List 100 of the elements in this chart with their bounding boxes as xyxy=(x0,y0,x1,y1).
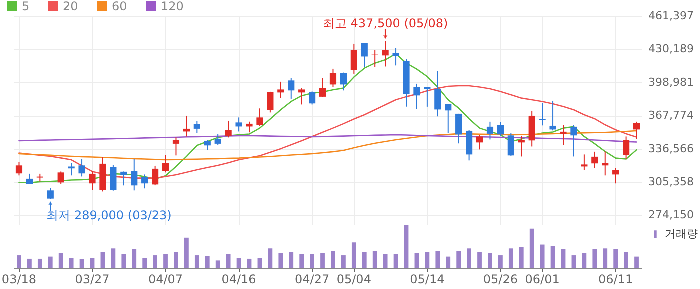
bar xyxy=(38,258,42,268)
candlestick xyxy=(330,68,337,88)
candlestick xyxy=(288,78,295,100)
bar xyxy=(236,258,242,268)
bar xyxy=(164,254,168,268)
bar xyxy=(414,253,420,268)
y-tick-label: 398,981 xyxy=(648,76,694,89)
bar xyxy=(508,248,514,268)
bar xyxy=(142,258,148,268)
bar xyxy=(572,256,576,268)
bar xyxy=(550,246,556,268)
bar xyxy=(352,242,356,268)
candlestick xyxy=(592,151,598,169)
bar xyxy=(519,247,524,268)
candlestick xyxy=(204,140,211,151)
bar xyxy=(184,238,189,268)
bar xyxy=(446,256,451,268)
bar xyxy=(310,254,314,268)
candlestick xyxy=(120,171,128,186)
candlestick xyxy=(340,72,347,92)
candlestick xyxy=(414,83,420,110)
bar xyxy=(478,252,482,268)
x-tick-label: 06/01 xyxy=(525,272,560,286)
candlestick xyxy=(424,86,431,108)
candlestick xyxy=(466,130,473,162)
bar xyxy=(467,248,472,268)
legend-label: 20 xyxy=(63,0,78,14)
candlestick xyxy=(131,158,138,192)
candlestick xyxy=(445,104,452,134)
bar xyxy=(132,250,137,268)
candlestick xyxy=(612,167,620,184)
candlestick xyxy=(172,137,180,156)
bar xyxy=(258,258,262,268)
candlestick xyxy=(508,132,514,156)
bar xyxy=(624,252,628,268)
x-tick-label: 05/14 xyxy=(410,272,445,286)
bar xyxy=(80,258,84,268)
bar xyxy=(362,252,367,268)
bar xyxy=(58,253,64,268)
y-tick-label: 305,358 xyxy=(648,175,694,188)
candlestick xyxy=(152,165,159,186)
bar xyxy=(603,248,608,268)
candlestick xyxy=(518,135,525,158)
legend-label: 거래량 xyxy=(665,228,698,240)
candlestick xyxy=(194,120,200,134)
candlestick xyxy=(68,162,75,176)
candlestick xyxy=(476,134,484,150)
bar xyxy=(592,250,598,268)
annotation: 최저 289,000 (03/23) xyxy=(46,208,172,222)
bar xyxy=(436,251,440,268)
candlestick xyxy=(434,70,442,118)
bar xyxy=(540,244,545,268)
annotation: 최고 437,500 (05/08) xyxy=(322,16,448,30)
candlestick xyxy=(298,88,306,106)
bar xyxy=(456,251,462,268)
candlestick xyxy=(16,162,23,176)
bar xyxy=(226,254,231,268)
y-tick-label: 367,774 xyxy=(648,109,694,122)
candlestick xyxy=(78,158,86,178)
candlestick xyxy=(26,173,33,185)
bar xyxy=(268,248,273,268)
bar xyxy=(582,253,587,268)
candlestick xyxy=(214,134,222,146)
candlestick xyxy=(581,154,588,171)
x-tick-label: 04/07 xyxy=(148,272,184,286)
bar xyxy=(205,256,210,268)
x-tick-label: 05/26 xyxy=(483,272,518,286)
y-tick-label: 274,150 xyxy=(648,208,694,222)
candlestick xyxy=(392,48,400,66)
candlestick xyxy=(550,100,556,132)
legend-label: 120 xyxy=(161,0,184,14)
bar xyxy=(69,258,74,268)
candlestick xyxy=(350,43,358,74)
candlestick xyxy=(47,188,54,200)
bar xyxy=(614,250,618,268)
y-tick-label: 430,189 xyxy=(648,42,694,56)
candlestick xyxy=(361,42,368,68)
bar xyxy=(216,260,220,268)
bar xyxy=(320,253,325,268)
bar xyxy=(17,256,22,268)
candlestick xyxy=(256,108,264,126)
candlestick xyxy=(58,171,64,185)
bar xyxy=(530,228,534,268)
bar xyxy=(300,254,304,268)
bar xyxy=(194,256,200,268)
candlestick xyxy=(497,122,504,136)
bar xyxy=(153,256,158,268)
x-tick-label: 04/16 xyxy=(222,272,256,286)
x-tick-label: 03/18 xyxy=(2,272,37,286)
bar xyxy=(342,256,346,268)
bar xyxy=(383,254,388,268)
bar xyxy=(372,251,378,268)
candlestick xyxy=(246,121,253,134)
bar xyxy=(174,252,178,268)
candlestick xyxy=(382,40,389,68)
x-tick-label: 05/04 xyxy=(336,272,372,286)
bar xyxy=(48,256,53,268)
candlestick xyxy=(236,117,242,132)
bar xyxy=(90,258,95,268)
candlestick xyxy=(602,151,609,176)
